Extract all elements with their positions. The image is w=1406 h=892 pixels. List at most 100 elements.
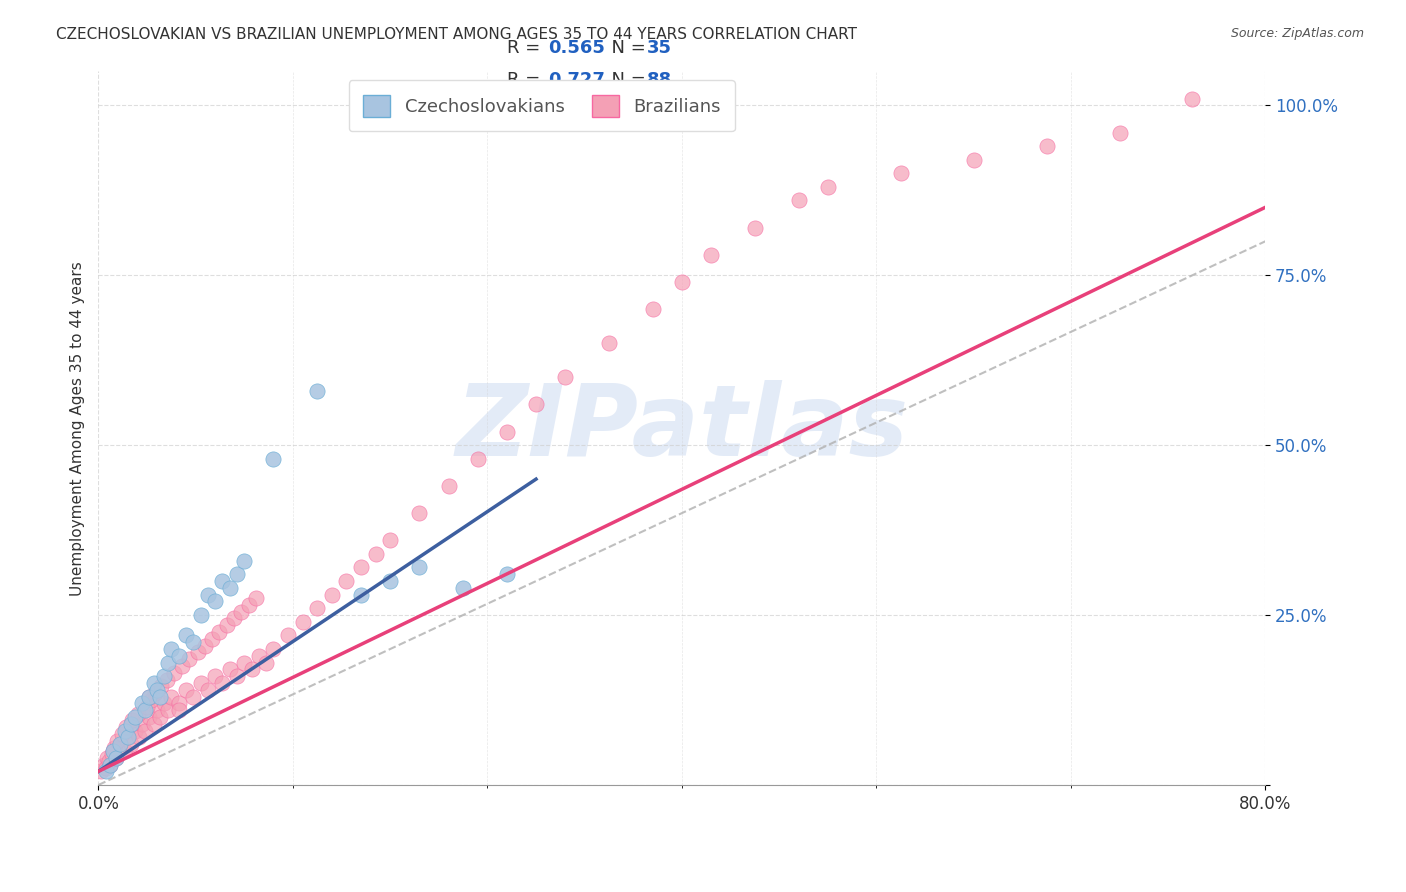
Brazilians bbox=[254, 656, 277, 670]
Y-axis label: Unemployment Among Ages 35 to 44 years: Unemployment Among Ages 35 to 44 years bbox=[69, 260, 84, 596]
Text: 88: 88 bbox=[647, 71, 672, 89]
Czechoslovakians bbox=[197, 588, 219, 602]
Brazilians bbox=[94, 761, 117, 775]
Brazilians bbox=[1108, 126, 1130, 140]
Brazilians bbox=[143, 686, 166, 700]
Brazilians bbox=[226, 669, 249, 683]
Brazilians bbox=[215, 618, 238, 632]
Brazilians bbox=[291, 615, 314, 629]
Czechoslovakians bbox=[101, 744, 124, 758]
Brazilians bbox=[138, 710, 160, 724]
Brazilians bbox=[240, 662, 263, 676]
Czechoslovakians bbox=[124, 710, 146, 724]
Brazilians bbox=[641, 302, 664, 317]
Text: N =: N = bbox=[600, 39, 652, 57]
Brazilians bbox=[100, 747, 122, 762]
Legend: Czechoslovakians, Brazilians: Czechoslovakians, Brazilians bbox=[349, 80, 735, 131]
Brazilians bbox=[134, 723, 156, 738]
Czechoslovakians bbox=[451, 581, 474, 595]
Czechoslovakians bbox=[233, 554, 256, 568]
Brazilians bbox=[467, 451, 489, 466]
Brazilians bbox=[890, 166, 912, 180]
Czechoslovakians bbox=[218, 581, 240, 595]
Brazilians bbox=[138, 690, 160, 704]
Brazilians bbox=[156, 673, 179, 687]
Brazilians bbox=[115, 720, 138, 734]
Brazilians bbox=[111, 727, 134, 741]
Brazilians bbox=[524, 397, 547, 411]
Text: 0.727: 0.727 bbox=[548, 71, 605, 89]
Brazilians bbox=[128, 731, 150, 745]
Brazilians bbox=[495, 425, 517, 439]
Brazilians bbox=[744, 220, 766, 235]
Czechoslovakians bbox=[146, 682, 169, 697]
Brazilians bbox=[408, 506, 430, 520]
Czechoslovakians bbox=[204, 594, 226, 608]
Czechoslovakians bbox=[495, 567, 517, 582]
Czechoslovakians bbox=[226, 567, 249, 582]
Brazilians bbox=[120, 737, 142, 751]
Brazilians bbox=[90, 764, 112, 779]
Brazilians bbox=[817, 180, 839, 194]
Brazilians bbox=[142, 716, 165, 731]
Brazilians bbox=[231, 605, 253, 619]
Brazilians bbox=[135, 699, 157, 714]
Czechoslovakians bbox=[110, 737, 132, 751]
Brazilians bbox=[350, 560, 373, 574]
Czechoslovakians bbox=[307, 384, 329, 398]
Brazilians bbox=[787, 194, 810, 208]
Brazilians bbox=[208, 625, 231, 640]
Brazilians bbox=[101, 744, 124, 758]
Brazilians bbox=[1035, 139, 1057, 153]
Czechoslovakians bbox=[262, 451, 284, 466]
Czechoslovakians bbox=[134, 703, 156, 717]
Czechoslovakians bbox=[98, 757, 121, 772]
Czechoslovakians bbox=[138, 690, 160, 704]
Czechoslovakians bbox=[114, 723, 136, 738]
Czechoslovakians bbox=[149, 690, 172, 704]
Brazilians bbox=[153, 697, 176, 711]
Czechoslovakians bbox=[378, 574, 402, 588]
Text: 0.565: 0.565 bbox=[548, 39, 605, 57]
Brazilians bbox=[150, 680, 173, 694]
Brazilians bbox=[190, 676, 212, 690]
Brazilians bbox=[700, 248, 723, 262]
Brazilians bbox=[149, 710, 172, 724]
Czechoslovakians bbox=[131, 697, 153, 711]
Brazilians bbox=[127, 706, 149, 721]
Brazilians bbox=[194, 639, 217, 653]
Brazilians bbox=[335, 574, 357, 588]
Brazilians bbox=[114, 744, 136, 758]
Czechoslovakians bbox=[94, 764, 117, 779]
Brazilians bbox=[103, 740, 125, 755]
Czechoslovakians bbox=[167, 648, 190, 663]
Brazilians bbox=[307, 601, 329, 615]
Brazilians bbox=[378, 533, 402, 548]
Czechoslovakians bbox=[408, 560, 430, 574]
Text: N =: N = bbox=[600, 71, 652, 89]
Brazilians bbox=[163, 665, 186, 680]
Text: Source: ZipAtlas.com: Source: ZipAtlas.com bbox=[1230, 27, 1364, 40]
Brazilians bbox=[139, 693, 162, 707]
Brazilians bbox=[671, 275, 693, 289]
Text: 35: 35 bbox=[647, 39, 672, 57]
Brazilians bbox=[218, 662, 240, 676]
Czechoslovakians bbox=[104, 751, 127, 765]
Brazilians bbox=[204, 669, 226, 683]
Brazilians bbox=[211, 676, 233, 690]
Czechoslovakians bbox=[142, 676, 165, 690]
Brazilians bbox=[245, 591, 267, 605]
Czechoslovakians bbox=[190, 608, 212, 623]
Brazilians bbox=[167, 703, 190, 717]
Brazilians bbox=[167, 697, 190, 711]
Czechoslovakians bbox=[181, 635, 204, 649]
Brazilians bbox=[174, 682, 197, 697]
Brazilians bbox=[962, 153, 984, 167]
Czechoslovakians bbox=[174, 628, 197, 642]
Brazilians bbox=[233, 656, 256, 670]
Brazilians bbox=[170, 659, 193, 673]
Brazilians bbox=[247, 648, 270, 663]
Brazilians bbox=[117, 731, 139, 745]
Brazilians bbox=[181, 690, 204, 704]
Czechoslovakians bbox=[117, 731, 139, 745]
